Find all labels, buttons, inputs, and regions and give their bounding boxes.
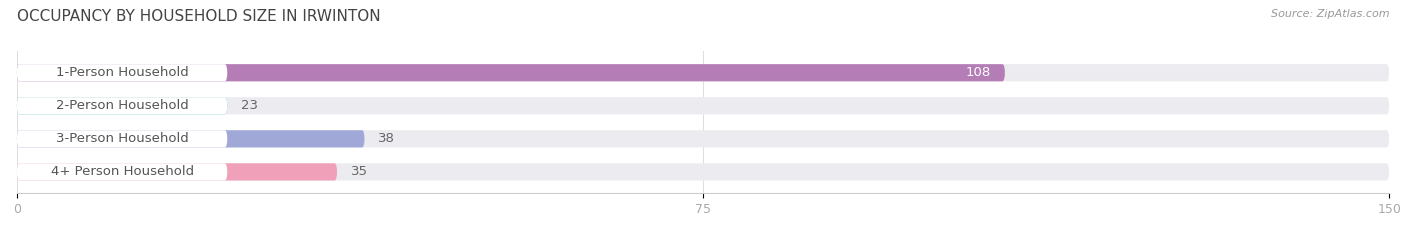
Text: 4+ Person Household: 4+ Person Household [51,165,194,178]
Text: 3-Person Household: 3-Person Household [56,132,188,145]
FancyBboxPatch shape [17,163,337,181]
FancyBboxPatch shape [17,97,228,114]
FancyBboxPatch shape [17,130,1389,147]
Text: 1-Person Household: 1-Person Household [56,66,188,79]
FancyBboxPatch shape [17,130,364,147]
Text: 108: 108 [966,66,991,79]
FancyBboxPatch shape [17,130,228,147]
Text: 38: 38 [378,132,395,145]
Text: 2-Person Household: 2-Person Household [56,99,188,112]
FancyBboxPatch shape [17,64,228,81]
Text: Source: ZipAtlas.com: Source: ZipAtlas.com [1271,9,1389,19]
FancyBboxPatch shape [17,163,228,181]
FancyBboxPatch shape [17,163,1389,181]
Text: 35: 35 [350,165,368,178]
FancyBboxPatch shape [17,64,1389,81]
Text: OCCUPANCY BY HOUSEHOLD SIZE IN IRWINTON: OCCUPANCY BY HOUSEHOLD SIZE IN IRWINTON [17,9,381,24]
FancyBboxPatch shape [17,64,1005,81]
FancyBboxPatch shape [17,97,1389,114]
FancyBboxPatch shape [17,97,228,114]
Text: 23: 23 [240,99,259,112]
